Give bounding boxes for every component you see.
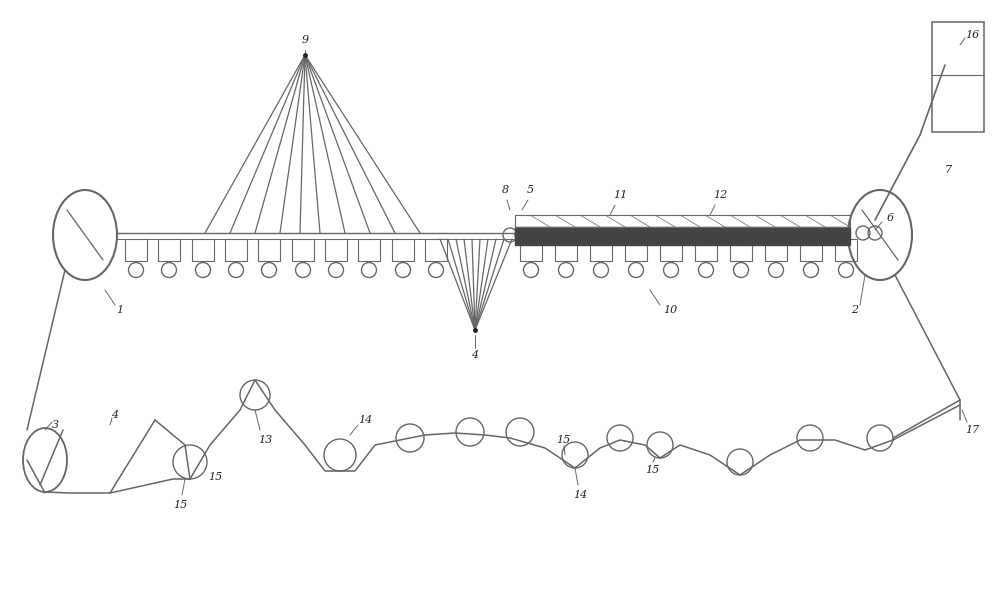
Bar — [325, 239, 347, 261]
Text: 14: 14 — [573, 490, 587, 500]
Text: 6: 6 — [886, 213, 894, 223]
Text: 15: 15 — [645, 465, 659, 475]
Text: 4: 4 — [471, 350, 479, 360]
Text: 4: 4 — [111, 410, 119, 420]
Bar — [932, 22, 984, 132]
Bar — [158, 239, 180, 261]
Bar — [425, 239, 447, 261]
Bar — [515, 215, 850, 227]
Text: 13: 13 — [258, 435, 272, 445]
Text: 11: 11 — [613, 190, 627, 200]
Text: 9: 9 — [301, 35, 309, 45]
Bar — [520, 239, 542, 261]
Text: 10: 10 — [663, 305, 677, 315]
Text: 14: 14 — [358, 415, 372, 425]
Bar — [660, 239, 682, 261]
Ellipse shape — [53, 190, 117, 280]
Bar — [392, 239, 414, 261]
Text: 15: 15 — [556, 435, 570, 445]
Bar — [765, 239, 787, 261]
Bar — [292, 239, 314, 261]
Bar — [192, 239, 214, 261]
Bar — [730, 239, 752, 261]
Bar — [258, 239, 280, 261]
Ellipse shape — [23, 428, 67, 492]
Bar — [625, 239, 647, 261]
Text: 5: 5 — [526, 185, 534, 195]
Bar — [800, 239, 822, 261]
Text: 16: 16 — [965, 30, 979, 40]
Text: 2: 2 — [851, 305, 859, 315]
Bar — [515, 227, 850, 245]
Text: 8: 8 — [501, 185, 509, 195]
Text: 15: 15 — [208, 472, 222, 482]
Text: 7: 7 — [944, 165, 952, 175]
Bar — [358, 239, 380, 261]
Text: 3: 3 — [51, 420, 59, 430]
Bar — [225, 239, 247, 261]
Bar — [125, 239, 147, 261]
Text: 1: 1 — [116, 305, 124, 315]
Ellipse shape — [848, 190, 912, 280]
Text: 15: 15 — [173, 500, 187, 510]
Bar — [590, 239, 612, 261]
Text: 12: 12 — [713, 190, 727, 200]
Text: 17: 17 — [965, 425, 979, 435]
Bar — [835, 239, 857, 261]
Bar — [695, 239, 717, 261]
Bar — [555, 239, 577, 261]
